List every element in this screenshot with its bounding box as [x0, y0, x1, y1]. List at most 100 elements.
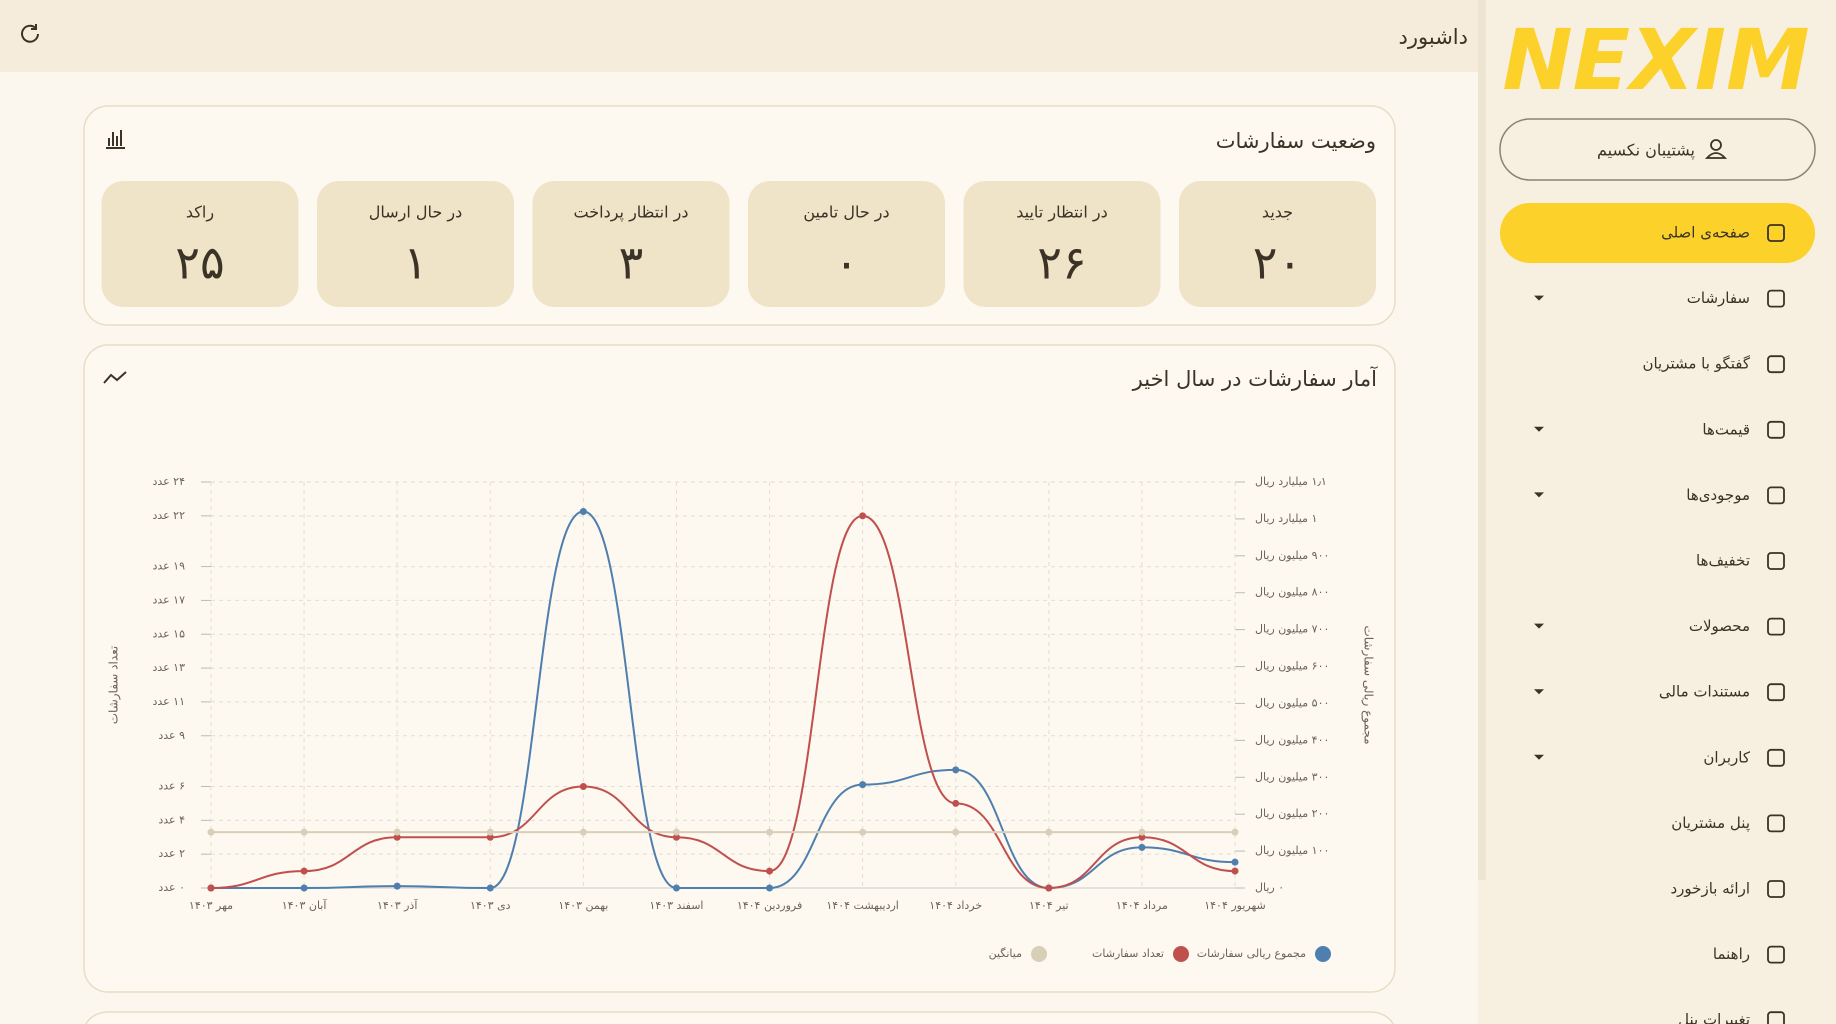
- status-label: در حال ارسال: [369, 203, 463, 223]
- y2-tick-label: ۹۰۰ میلیون ریال: [1255, 549, 1329, 562]
- menu-label: تغییرات پنل: [1678, 1011, 1750, 1024]
- menu-icon: [1767, 748, 1785, 767]
- data-point: [579, 508, 587, 516]
- support-label: پشتیبان نکسیم: [1597, 141, 1695, 161]
- y2-tick-label: ۵۰۰ میلیون ریال: [1255, 696, 1329, 709]
- menu-chevron: [1534, 426, 1544, 432]
- y2-tick-label: ۱٫۱ میلیارد ریال: [1255, 475, 1327, 488]
- y2-tick-label: ۷۰۰ میلیون ریال: [1255, 623, 1329, 636]
- menu-label: تخفیف‌ها: [1696, 552, 1750, 570]
- legend-label[interactable]: مجموع ریالی سفارشات: [1197, 947, 1306, 960]
- menu-icon: [1767, 355, 1785, 374]
- logo: NEXIM: [1502, 11, 1809, 109]
- data-point: [300, 828, 308, 836]
- y2-tick-label: ۰ ریال: [1255, 881, 1284, 894]
- status-label: راکد: [186, 203, 214, 223]
- legend-label[interactable]: تعداد سفارشات: [1092, 947, 1164, 960]
- menu-icon: [1767, 420, 1785, 439]
- legend-swatch: [1173, 946, 1189, 962]
- x-tick-label: بهمن ۱۴۰۳: [558, 899, 608, 912]
- data-point: [952, 828, 960, 836]
- status-card: [101, 181, 299, 307]
- data-point: [672, 884, 680, 892]
- x-tick-label: اردیبهشت ۱۴۰۴: [826, 899, 898, 912]
- y-tick-label: ۶ عدد: [158, 780, 185, 793]
- y2-tick-label: ۱ میلیارد ریال: [1255, 512, 1317, 525]
- menu-active-bg: [1500, 203, 1815, 263]
- legend-swatch: [1031, 946, 1047, 962]
- menu-icon: [1767, 224, 1785, 242]
- y2-axis-title: مجموع ریالی سفارشات: [1361, 625, 1376, 744]
- bar-chart-icon: [106, 130, 125, 149]
- status-label: در انتظار پرداخت: [574, 203, 689, 223]
- status-value: ۰: [834, 236, 859, 290]
- legend-label[interactable]: میانگین: [989, 947, 1023, 960]
- y-tick-label: ۱۱ عدد: [152, 695, 185, 708]
- status-label: در حال تامین: [803, 203, 889, 223]
- status-label: جدید: [1262, 203, 1293, 222]
- refresh-button[interactable]: [21, 24, 39, 43]
- x-tick-label: آبان ۱۴۰۳: [282, 898, 328, 912]
- y-tick-label: ۱۵ عدد: [152, 627, 185, 640]
- status-card: [532, 181, 730, 307]
- menu-label: سفارشات: [1687, 289, 1750, 307]
- y-axis-title: تعداد سفارشات: [107, 646, 122, 725]
- data-point: [393, 882, 401, 890]
- data-point: [1045, 828, 1053, 836]
- status-value: ۱: [403, 236, 428, 290]
- header-bar: [0, 0, 1478, 72]
- menu-icon: [1767, 486, 1785, 505]
- user-icon: [1704, 139, 1728, 159]
- status-value: ۲۰: [1253, 236, 1302, 290]
- data-point: [766, 867, 774, 875]
- status-label: در انتظار تایید: [1016, 203, 1107, 223]
- menu-icon: [1767, 1011, 1785, 1024]
- menu-icon: [1767, 683, 1785, 702]
- data-point: [579, 783, 587, 790]
- menu-label: راهنما: [1713, 945, 1750, 963]
- y-tick-label: ۹ عدد: [158, 729, 185, 742]
- y-tick-label: ۲۴ عدد: [152, 475, 185, 488]
- x-tick-label: فروردین ۱۴۰۴: [737, 899, 802, 912]
- x-tick-label: خرداد ۱۴۰۴: [929, 899, 982, 912]
- menu-chevron: [1534, 689, 1544, 695]
- menu-label: قیمت‌ها: [1702, 420, 1750, 438]
- menu-label: پنل مشتریان: [1671, 814, 1750, 833]
- data-point: [486, 828, 494, 836]
- status-value: ۳: [619, 236, 644, 290]
- data-point: [486, 833, 494, 841]
- data-point: [300, 867, 308, 875]
- data-point: [207, 828, 215, 836]
- x-tick-label: مرداد ۱۴۰۴: [1116, 899, 1168, 912]
- y-tick-label: ۲۲ عدد: [152, 509, 185, 522]
- data-point: [1045, 884, 1053, 892]
- support-button[interactable]: [1499, 118, 1816, 181]
- data-point: [1138, 843, 1146, 851]
- data-point: [859, 828, 867, 836]
- status-card: [317, 181, 514, 307]
- data-point: [952, 799, 960, 807]
- menu-label: محصولات: [1689, 617, 1750, 635]
- menu-chevron: [1534, 295, 1544, 301]
- trend-icon: [103, 371, 127, 384]
- status-value: ۲۶: [1037, 236, 1086, 290]
- data-point: [393, 828, 401, 836]
- y2-tick-label: ۳۰۰ میلیون ریال: [1255, 770, 1329, 783]
- y2-tick-label: ۶۰۰ میلیون ریال: [1255, 660, 1329, 673]
- data-point: [1138, 828, 1146, 836]
- data-point: [859, 512, 867, 520]
- data-point: [579, 828, 587, 836]
- data-point: [766, 828, 774, 836]
- menu-icon: [1767, 814, 1785, 833]
- data-point: [1231, 867, 1239, 875]
- x-tick-label: اسفند ۱۴۰۳: [649, 899, 703, 912]
- data-point: [859, 781, 867, 789]
- y-tick-label: ۰ عدد: [158, 881, 185, 894]
- menu-chevron: [1534, 754, 1544, 760]
- x-tick-label: تیر ۱۴۰۴: [1029, 899, 1069, 912]
- data-point: [1231, 828, 1239, 836]
- data-point: [393, 833, 401, 841]
